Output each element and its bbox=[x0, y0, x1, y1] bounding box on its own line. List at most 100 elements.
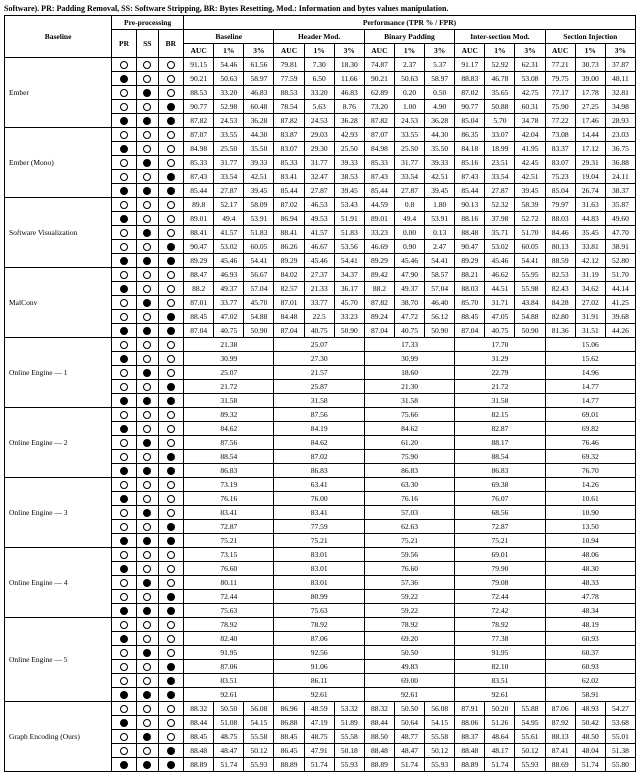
open-circle-icon bbox=[167, 509, 175, 517]
open-circle-icon bbox=[120, 159, 128, 167]
open-circle-icon bbox=[120, 551, 128, 559]
filled-circle-icon bbox=[167, 523, 175, 531]
value-cell: 87.02 bbox=[455, 86, 485, 100]
value-cell: 47.70 bbox=[605, 226, 635, 240]
filled-circle-icon bbox=[167, 593, 175, 601]
header-chunk: Section Injection bbox=[545, 30, 635, 44]
pp-cell bbox=[136, 520, 158, 534]
value-cell: 33.54 bbox=[214, 170, 244, 184]
value-cell-merged: 76.00 bbox=[274, 492, 364, 506]
open-circle-icon bbox=[120, 453, 128, 461]
value-cell: 90.21 bbox=[364, 72, 394, 86]
filled-circle-icon bbox=[143, 299, 151, 307]
value-cell: 75.90 bbox=[545, 100, 575, 114]
filled-circle-icon bbox=[143, 117, 151, 125]
header-chunk: Binary Padding bbox=[364, 30, 454, 44]
group-label: Ember (Mono) bbox=[5, 128, 112, 198]
pp-cell bbox=[136, 324, 158, 338]
value-cell: 44.30 bbox=[244, 128, 274, 142]
pp-cell bbox=[158, 660, 183, 674]
value-cell: 7.30 bbox=[304, 58, 334, 72]
open-circle-icon bbox=[120, 649, 128, 657]
value-cell: 46.83 bbox=[334, 86, 364, 100]
value-cell: 87.82 bbox=[364, 296, 394, 310]
value-cell: 62.31 bbox=[515, 58, 545, 72]
value-cell-merged: 75.63 bbox=[184, 604, 274, 618]
pp-cell bbox=[158, 562, 183, 576]
value-cell-merged: 78.92 bbox=[274, 618, 364, 632]
open-circle-icon bbox=[167, 89, 175, 97]
value-cell-merged: 57.03 bbox=[364, 506, 454, 520]
open-circle-icon bbox=[167, 201, 175, 209]
value-cell: 55.80 bbox=[605, 758, 635, 772]
pp-cell bbox=[136, 212, 158, 226]
value-cell: 84.48 bbox=[274, 310, 304, 324]
value-cell-merged: 83.41 bbox=[184, 506, 274, 520]
filled-circle-icon bbox=[120, 355, 128, 363]
header-sub: 1% bbox=[214, 44, 244, 58]
pp-cell bbox=[158, 212, 183, 226]
pp-cell bbox=[112, 534, 137, 548]
value-cell: 51.70 bbox=[515, 226, 545, 240]
value-cell: 48.17 bbox=[485, 744, 515, 758]
value-cell: 24.53 bbox=[304, 114, 334, 128]
value-cell: 32.47 bbox=[304, 170, 334, 184]
value-cell: 35.50 bbox=[425, 142, 455, 156]
value-cell: 0.90 bbox=[394, 240, 424, 254]
value-cell: 50.90 bbox=[425, 324, 455, 338]
value-cell-merged: 10.90 bbox=[545, 506, 635, 520]
value-cell: 21.33 bbox=[304, 282, 334, 296]
value-cell: 87.92 bbox=[545, 716, 575, 730]
pp-cell bbox=[112, 142, 137, 156]
value-cell: 37.87 bbox=[605, 58, 635, 72]
pp-cell bbox=[158, 184, 183, 198]
open-circle-icon bbox=[143, 453, 151, 461]
value-cell: 8.76 bbox=[334, 100, 364, 114]
open-circle-icon bbox=[143, 663, 151, 671]
value-cell: 85.04 bbox=[545, 184, 575, 198]
value-cell: 39.45 bbox=[425, 184, 455, 198]
value-cell-merged: 75.90 bbox=[364, 450, 454, 464]
open-circle-icon bbox=[167, 215, 175, 223]
filled-circle-icon bbox=[120, 187, 128, 195]
header-sub: AUC bbox=[455, 44, 485, 58]
open-circle-icon bbox=[120, 271, 128, 279]
open-circle-icon bbox=[167, 355, 175, 363]
value-cell: 57.04 bbox=[425, 282, 455, 296]
open-circle-icon bbox=[143, 201, 151, 209]
pp-cell bbox=[158, 282, 183, 296]
open-circle-icon bbox=[143, 285, 151, 293]
value-cell: 42.75 bbox=[515, 86, 545, 100]
value-cell: 87.04 bbox=[364, 324, 394, 338]
value-cell: 41.95 bbox=[515, 142, 545, 156]
value-cell: 42.51 bbox=[515, 170, 545, 184]
value-cell: 31.91 bbox=[575, 310, 605, 324]
pp-cell bbox=[112, 548, 137, 562]
value-cell-merged: 60.93 bbox=[545, 632, 635, 646]
pp-cell bbox=[112, 394, 137, 408]
value-cell: 44.30 bbox=[425, 128, 455, 142]
value-cell: 54.41 bbox=[425, 254, 455, 268]
value-cell: 82.57 bbox=[274, 282, 304, 296]
value-cell: 17.78 bbox=[575, 86, 605, 100]
value-cell: 60.48 bbox=[244, 100, 274, 114]
value-cell-merged: 86.83 bbox=[274, 464, 364, 478]
open-circle-icon bbox=[167, 159, 175, 167]
value-cell: 90.47 bbox=[455, 240, 485, 254]
open-circle-icon bbox=[143, 411, 151, 419]
value-cell: 50.90 bbox=[244, 324, 274, 338]
header-pp-ss: SS bbox=[136, 30, 158, 58]
value-cell: 55.61 bbox=[515, 730, 545, 744]
value-cell: 55.93 bbox=[334, 758, 364, 772]
value-cell: 38.53 bbox=[334, 170, 364, 184]
value-cell: 39.45 bbox=[334, 184, 364, 198]
value-cell-merged: 84.62 bbox=[184, 422, 274, 436]
value-cell: 54.41 bbox=[244, 254, 274, 268]
pp-cell bbox=[112, 212, 137, 226]
open-circle-icon bbox=[167, 481, 175, 489]
value-cell: 46.62 bbox=[485, 268, 515, 282]
value-cell: 27.02 bbox=[575, 296, 605, 310]
pp-cell bbox=[158, 394, 183, 408]
header-sub: 3% bbox=[425, 44, 455, 58]
open-circle-icon bbox=[167, 285, 175, 293]
